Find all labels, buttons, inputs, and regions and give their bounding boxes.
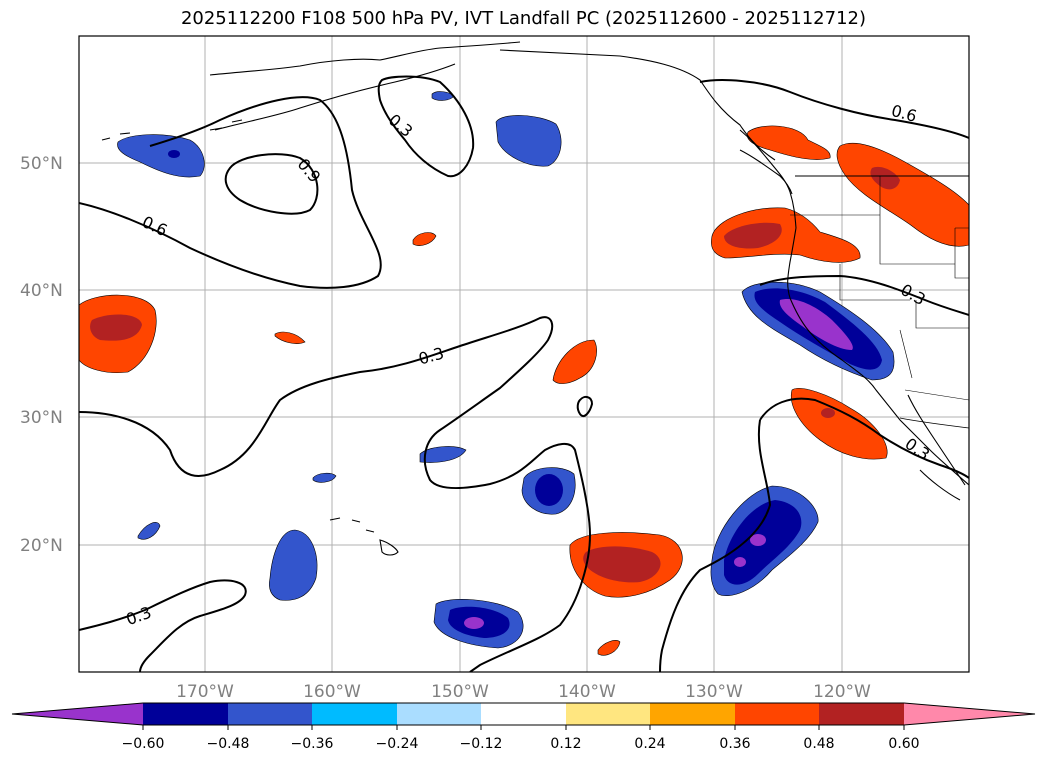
neg-region-sw	[269, 529, 318, 601]
colorbar-tick-label: −0.36	[291, 736, 334, 752]
alaska-coast	[209, 41, 776, 161]
pos-region-far-west-core	[90, 314, 142, 341]
y-tick-label: 30°N	[20, 408, 63, 428]
bc-coast	[739, 129, 797, 229]
colorbar-segment	[143, 703, 228, 725]
west-coast-us	[787, 227, 969, 486]
contour-label-north: 0.3	[385, 110, 417, 141]
contour-label-east: 0.6	[889, 101, 919, 126]
x-tick-label: 160°W	[303, 682, 361, 702]
pv-contours	[79, 75, 969, 672]
pos-region-oregon	[711, 207, 861, 263]
colorbar-tick-label: −0.24	[376, 736, 419, 752]
y-tick-label: 20°N	[20, 536, 63, 556]
x-tick-label: 130°W	[685, 682, 743, 702]
vancouver-island	[739, 149, 793, 195]
colorbar-segment	[566, 703, 650, 725]
y-tick-label: 50°N	[20, 154, 63, 174]
colorbar-tick-label: 0.36	[719, 736, 750, 752]
pv-contour-0.9	[224, 153, 319, 215]
state-border-1	[790, 176, 955, 265]
x-tick-label: 150°W	[431, 682, 489, 702]
mexico-border	[899, 417, 969, 429]
colorbar-tick-label: −0.12	[460, 736, 503, 752]
pos-region-south-central-core	[583, 546, 661, 583]
colorbar-tick-label: 0.60	[888, 736, 919, 752]
colorbar-ticks	[142, 725, 905, 730]
y-axis-labels: 50°N 40°N 30°N 20°N	[20, 154, 63, 556]
pos-region-socal-core	[821, 408, 835, 418]
pv-contour-0.3-small	[576, 395, 594, 418]
pv-contour-0.6-east	[699, 79, 969, 139]
colorbar-segment	[312, 703, 397, 725]
coastlines	[101, 41, 969, 556]
colorbar-segment	[397, 703, 481, 725]
colorbar-segment	[228, 703, 312, 725]
pos-region-interior	[836, 142, 969, 247]
x-tick-label: 120°W	[813, 682, 871, 702]
pos-region-bc-coast	[746, 125, 831, 160]
colorbar-tick-label: −0.48	[207, 736, 250, 752]
state-border-3	[954, 227, 969, 279]
pv-contour-0.3-north	[377, 75, 475, 178]
x-tick-label: 140°W	[558, 682, 616, 702]
political-borders	[790, 175, 969, 429]
positive-ivt-regions	[79, 125, 969, 656]
pv-contour-0.3-coast	[759, 274, 969, 316]
colorbar-segment	[735, 703, 819, 725]
neg-region-coast-core	[779, 299, 853, 350]
contour-label-central: 0.3	[416, 344, 446, 369]
pv-contour-0.3-sw	[79, 579, 247, 672]
pv-contour-0.3-baja	[659, 397, 969, 672]
aleutians	[101, 119, 243, 141]
x-tick-label: 170°W	[176, 682, 234, 702]
pv-contour-0.3-central	[79, 316, 592, 672]
pv-contour-0.6-west	[79, 96, 382, 289]
neg-region-south-core	[464, 617, 484, 629]
colorbar-segment	[650, 703, 735, 725]
colorbar-segment	[819, 703, 904, 725]
map-title: 2025112200 F108 500 hPa PV, IVT Landfall…	[180, 8, 867, 29]
pos-region-oregon-core	[724, 222, 782, 249]
state-border-4	[899, 329, 969, 401]
pos-region-west-small	[274, 331, 306, 344]
colorbar-tick-label: 0.24	[634, 736, 665, 752]
colorbar-tick-label: 0.48	[803, 736, 834, 752]
contour-labels: 0.3 0.9 0.6 0.3 0.3 0.6 0.3 0.3	[123, 101, 933, 629]
negative-ivt-regions	[117, 91, 895, 649]
neg-region-hawaii-w	[419, 446, 467, 463]
pos-region-central	[552, 339, 597, 384]
contour-label-ring: 0.9	[294, 155, 325, 187]
hawaii-islands	[329, 517, 399, 556]
neg-region-center-north	[495, 115, 562, 167]
neg-region-se-core1	[750, 534, 766, 546]
neg-region-nw	[117, 134, 205, 178]
colorbar-segment	[481, 703, 566, 725]
colorbar-extend-left	[12, 703, 143, 725]
pos-region-mid-pacific	[412, 232, 437, 246]
x-axis-labels: 170°W 160°W 150°W 140°W 130°W 120°W	[176, 682, 871, 702]
neg-region-small-w	[312, 472, 337, 483]
pos-region-south-small	[597, 640, 621, 656]
contour-label-sw: 0.3	[123, 603, 153, 630]
colorbar-tick-label: 0.12	[550, 736, 581, 752]
colorbar: −0.60 −0.48 −0.36 −0.24 −0.12 0.12 0.24 …	[11, 702, 1036, 752]
colorbar-tick-label: −0.60	[122, 736, 165, 752]
y-tick-label: 40°N	[20, 281, 63, 301]
map-frame	[78, 35, 970, 673]
neg-region-se-core2	[734, 557, 746, 567]
neg-region-far-w	[137, 522, 161, 540]
neg-region-nw-core	[168, 150, 180, 158]
pos-region-interior-core	[870, 166, 900, 190]
neg-region-hawaii-ne-core	[535, 474, 563, 506]
contour-label-coast: 0.3	[897, 280, 929, 309]
colorbar-extend-right	[904, 703, 1035, 725]
pos-region-socal	[790, 388, 888, 460]
